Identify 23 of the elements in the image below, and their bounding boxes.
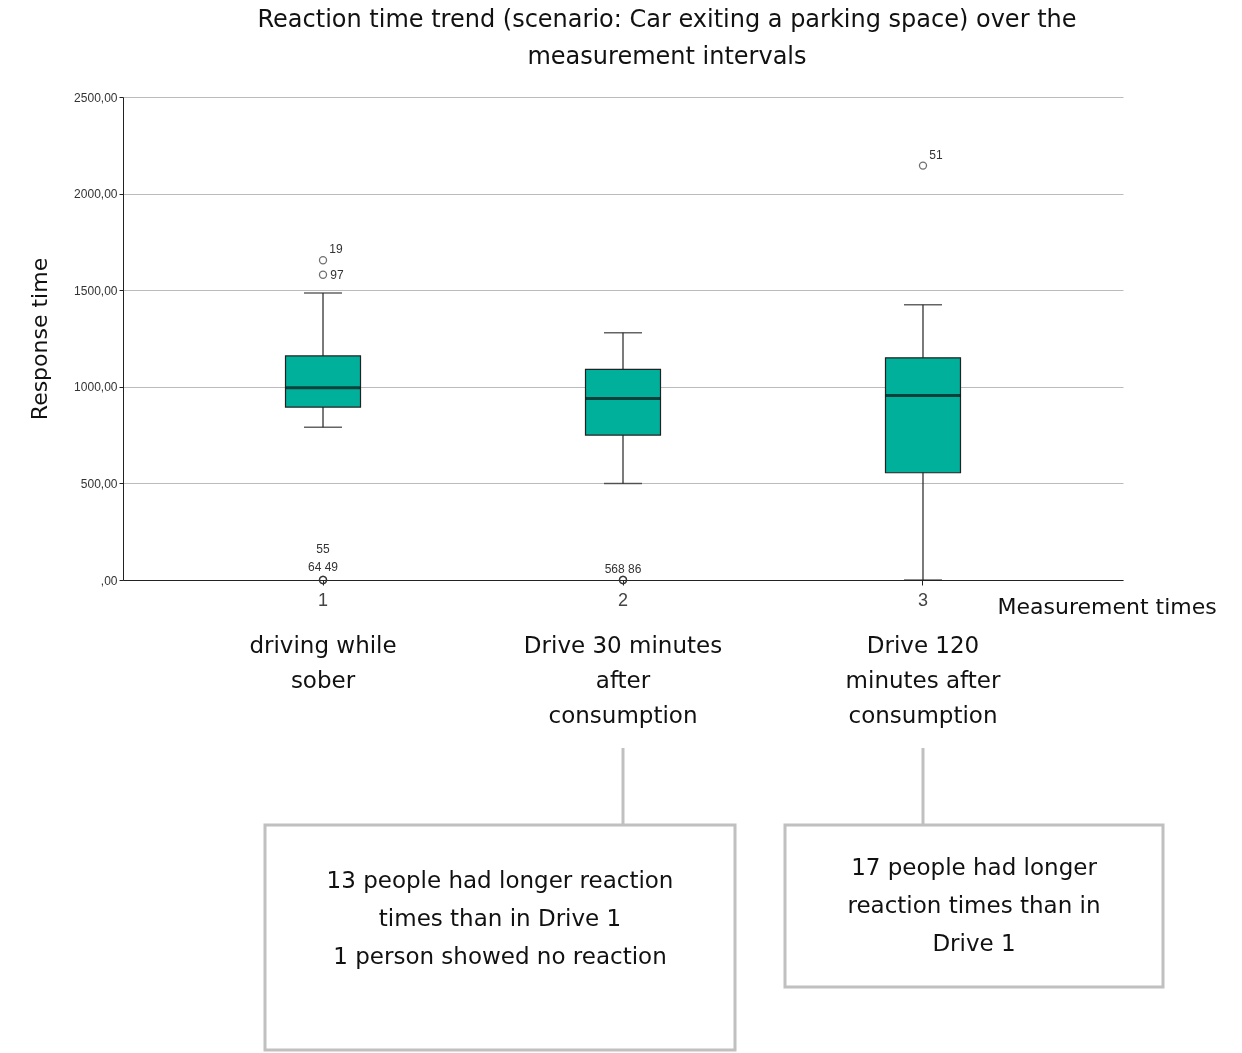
y-tick-label: 1000,00 [74,380,118,395]
annotation: 64 49 [307,560,339,574]
text: 17 people had longer reaction times than in Drive 1 [847,854,1101,956]
y-tick-label: 500,00 [80,476,118,491]
y-axis-title: Response time [27,257,53,421]
text: Drive 30 minutes after consumption [523,632,723,728]
annotation: 19 [329,242,343,257]
annotation: 568 86 [604,562,642,576]
chart-title: Reaction time trend (scenario: Car exiting a parking space) over the measurement intervals [257,5,1077,70]
y-tick-label: 1500,00 [74,283,118,298]
text: driving while sober [249,632,397,693]
x-axis-title: Measurement times [997,593,1217,619]
annotation: 51 [929,147,943,162]
x-tick-label: 2 [617,589,629,610]
x-tick-label: 1 [318,589,329,610]
y-tick-label: 2000,00 [74,187,118,202]
annotation: 97 [330,267,344,282]
annotation: 55 [316,542,330,556]
text: 13 people had longer reaction times than in Drive 1 1 person showed no reaction [326,866,674,969]
y-tick-label: ,00 [100,573,118,588]
x-tick-label: 3 [917,589,928,610]
text: Drive 120 minutes after consumption [845,632,1001,728]
y-tick-label: 2500,00 [74,90,118,105]
